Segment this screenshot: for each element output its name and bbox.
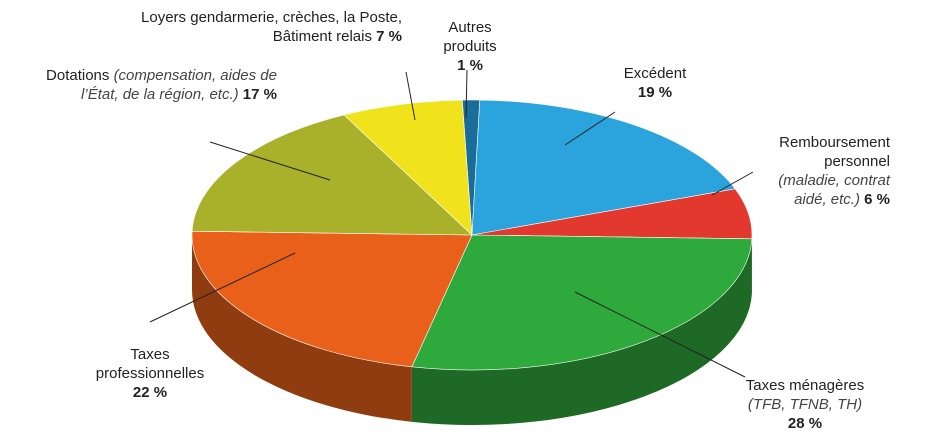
label-name: Excédent (623, 65, 687, 82)
leader-line (465, 69, 468, 119)
label-detail: (compensation, aides de l’État, de la ré… (81, 67, 277, 103)
slice-label: Taxes ménagères (TFB, TFNB, TH) 28 % (700, 376, 910, 433)
label-value: 28 % (787, 415, 823, 432)
leader-line (209, 141, 331, 181)
slice-side (192, 235, 412, 422)
slice-label: Dotations (compensation, aides de l’État… (15, 66, 277, 104)
label-name: Remboursement personnel (779, 134, 890, 170)
slice (411, 234, 753, 371)
label-detail: (maladie, contrat aidé, etc.) (778, 172, 890, 208)
label-value: 6 % (864, 191, 890, 208)
label-name: Loyers gendarmerie, crèches, la Poste, B… (141, 9, 402, 45)
slice (471, 99, 736, 236)
slice-side (411, 238, 752, 426)
label-name: Autres produits (443, 19, 497, 55)
label-detail: (TFB, TFNB, TH) (747, 396, 863, 413)
leader-line (405, 71, 416, 121)
slice-label: Loyers gendarmerie, crèches, la Poste, B… (110, 8, 402, 46)
leader-line (711, 171, 754, 196)
leader-line (574, 291, 746, 378)
slice-label: Excédent 19 % (590, 64, 720, 102)
label-value: 19 % (637, 84, 673, 101)
slice (191, 230, 473, 368)
leader-line (564, 111, 616, 146)
label-name: Dotations (46, 67, 110, 84)
slice (343, 99, 473, 236)
slice-label: Autres produits 1 % (425, 18, 515, 75)
label-name: Taxes professionnelles (95, 346, 205, 382)
leader-line (149, 252, 296, 323)
slice-label: Remboursement personnel (maladie, contra… (765, 133, 890, 209)
label-value: 7 % (376, 28, 402, 45)
label-value: 22 % (132, 384, 168, 401)
label-name: Taxes ménagères (745, 377, 865, 394)
slice (191, 114, 473, 236)
label-value: 17 % (242, 86, 277, 103)
label-value: 1 % (457, 57, 483, 74)
slice-label: Taxes professionnelles 22 % (75, 345, 225, 402)
